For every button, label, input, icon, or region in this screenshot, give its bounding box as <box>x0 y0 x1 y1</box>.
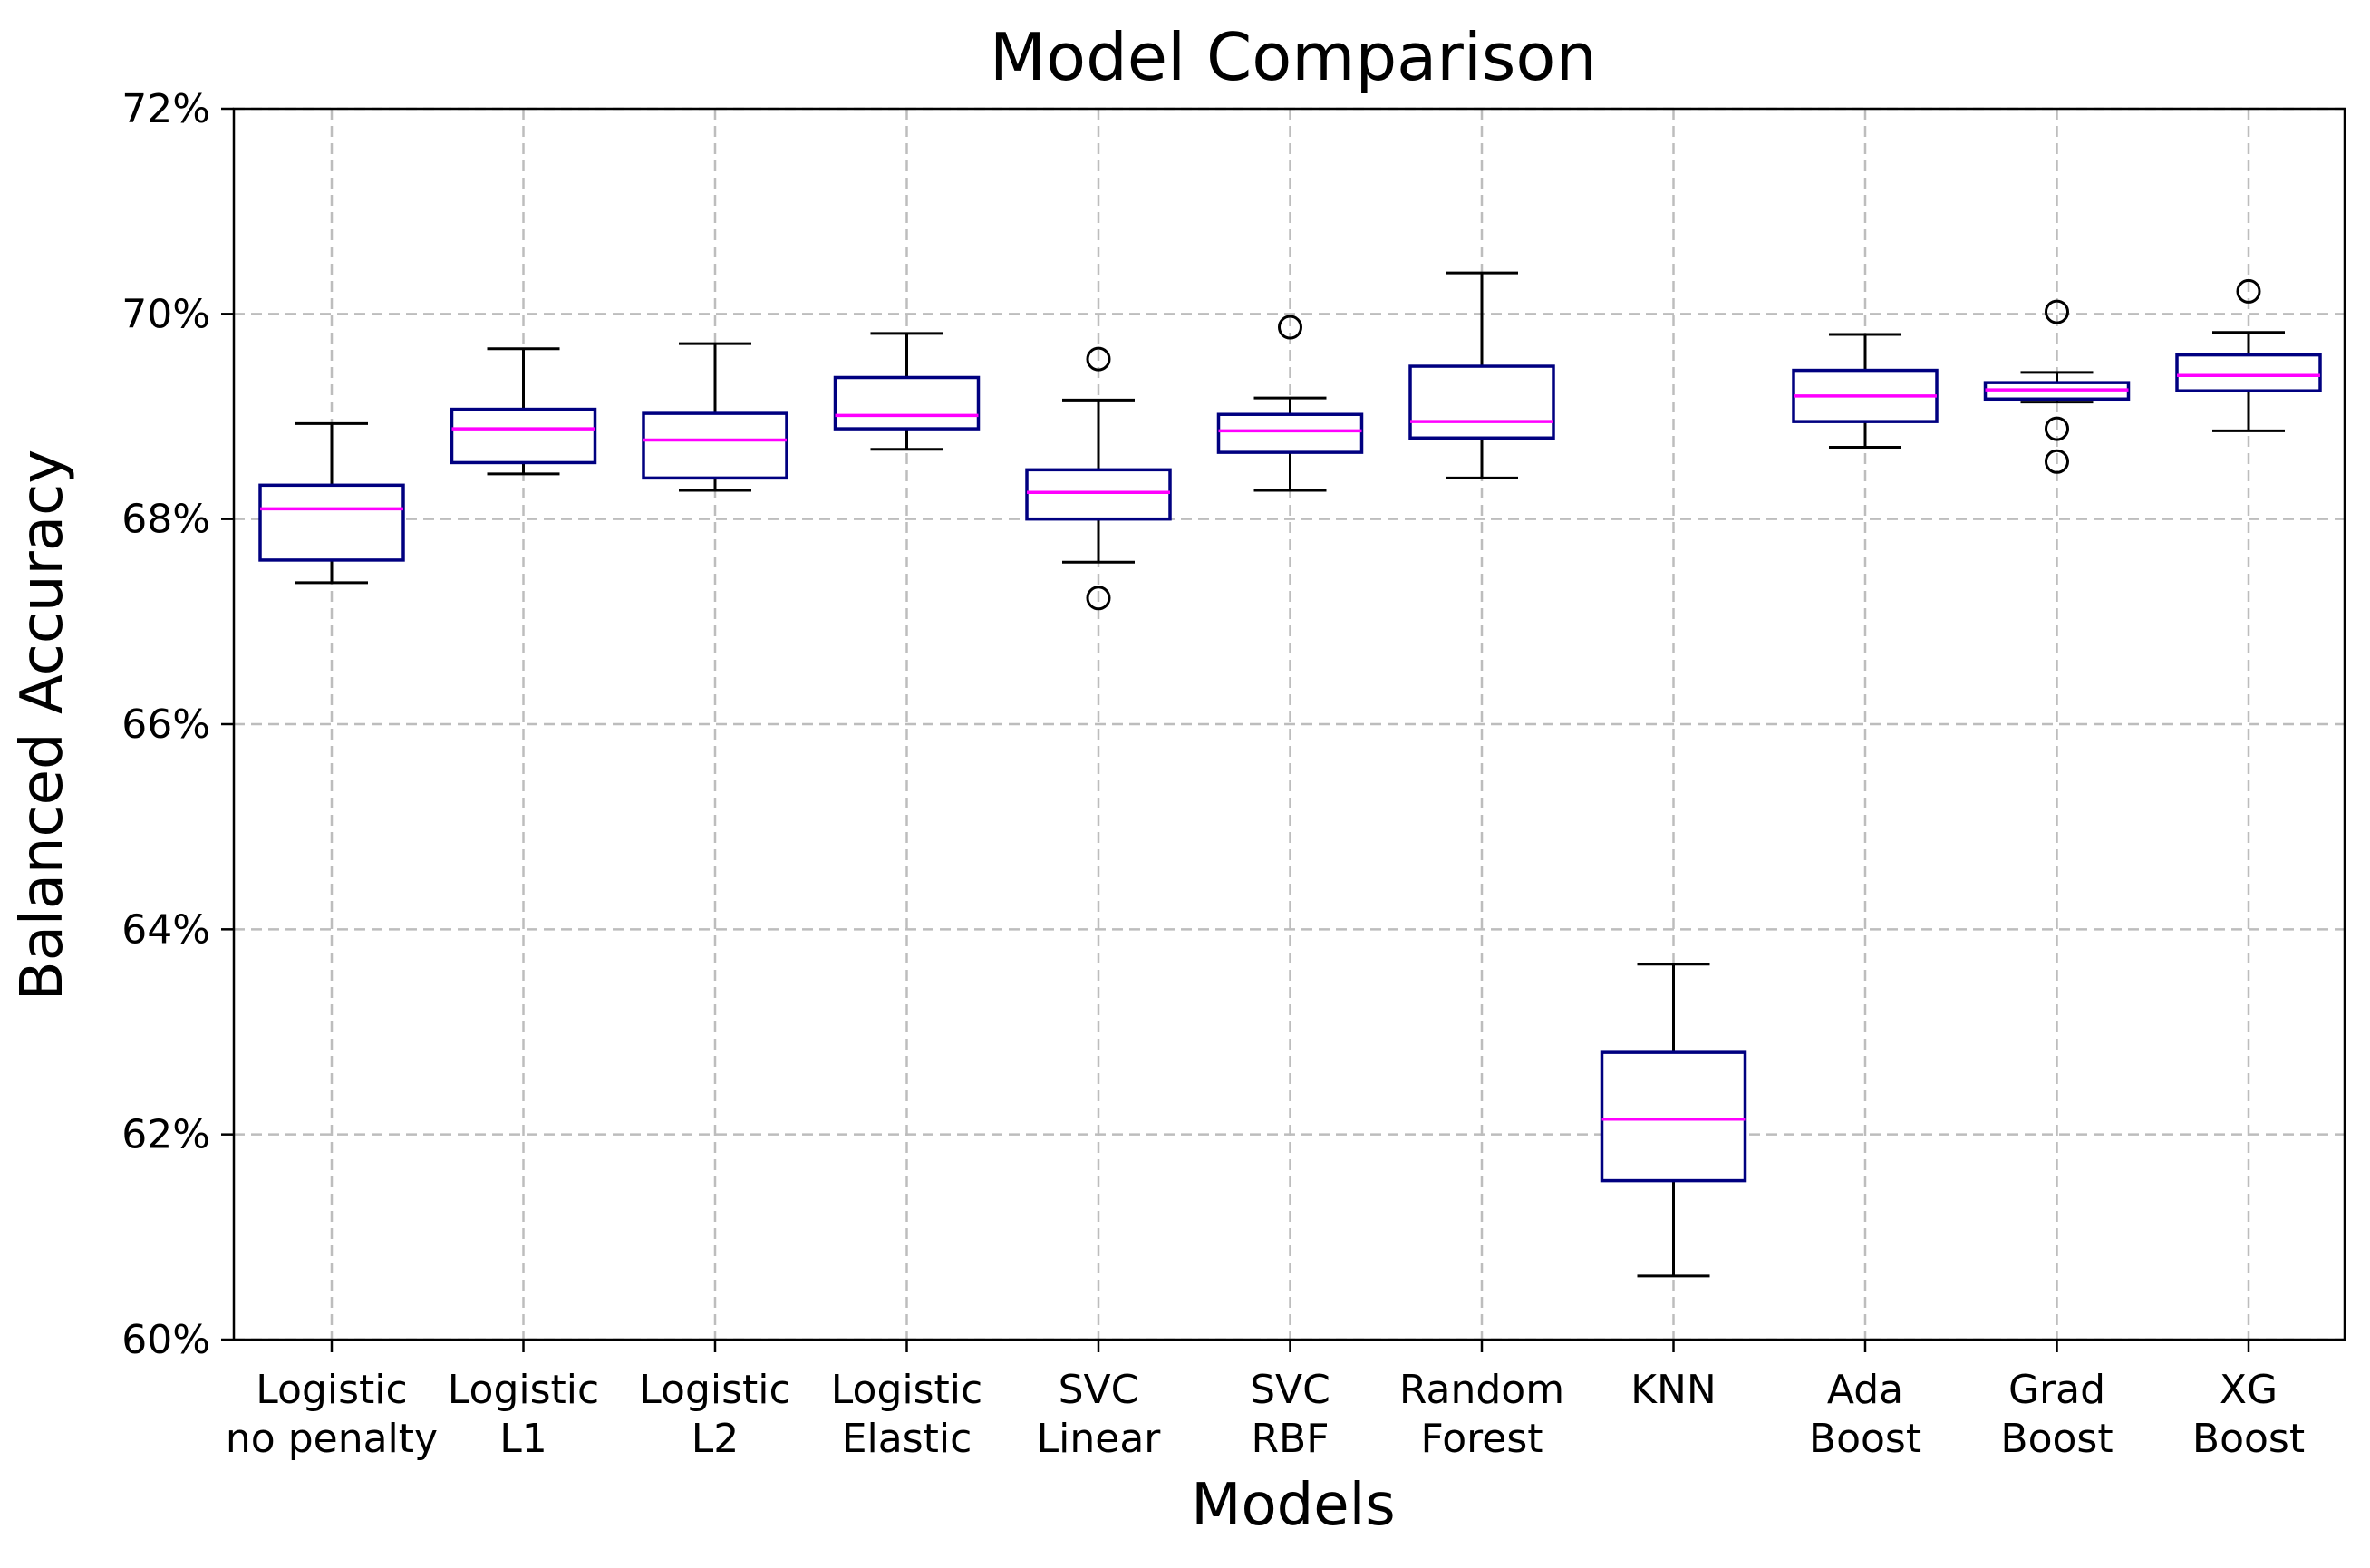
outlier-point <box>2045 416 2069 441</box>
box-group <box>1600 963 1747 1278</box>
box <box>1408 364 1555 440</box>
x-tick-label-line: L2 <box>692 1416 740 1462</box>
outlier-point <box>2045 299 2069 324</box>
box-group <box>1983 299 2131 474</box>
y-tick-label: 62% <box>121 1112 210 1158</box>
x-tick-label-line: Elastic <box>842 1416 972 1462</box>
y-tick-label: 60% <box>121 1317 210 1363</box>
box-group <box>450 347 597 476</box>
outlier-point <box>2236 278 2261 304</box>
x-tick-label-line: Grad <box>2008 1367 2105 1413</box>
x-tick-label: SVC RBF <box>1250 1367 1330 1462</box>
x-tick-label-line: no penalty <box>226 1416 438 1462</box>
x-tick-label: Random Forest <box>1399 1367 1564 1462</box>
box <box>833 375 981 431</box>
x-tick-label-line: KNN <box>1630 1367 1717 1413</box>
x-tick-label-line: Logistic <box>448 1367 599 1413</box>
x-axis-label: Models <box>1191 1472 1396 1539</box>
box <box>642 411 788 480</box>
x-tick-label-line: Boost <box>2000 1416 2113 1462</box>
x-tick-label-line: Logistic <box>831 1367 982 1413</box>
y-tick-label: 70% <box>121 291 210 337</box>
x-tick-label-line: Ada <box>1827 1367 1903 1413</box>
axis-ticks: 60%62%64%66%68%70%72%Logistic no penaltyL… <box>121 86 2305 1462</box>
x-tick-label-line: SVC <box>1059 1367 1139 1413</box>
box-group <box>258 421 405 585</box>
y-tick-label: 66% <box>121 702 210 748</box>
box-group <box>1792 333 1939 449</box>
x-tick-label-line: Forest <box>1420 1416 1543 1462</box>
box-group <box>1216 315 1364 492</box>
box <box>1216 412 1364 454</box>
y-axis-label: Balanced Accuracy <box>9 450 76 1001</box>
y-tick-label: 72% <box>121 86 210 132</box>
x-tick-label: Grad Boost <box>2000 1367 2113 1462</box>
x-tick-label-line: RBF <box>1251 1416 1329 1462</box>
x-tick-label-line: L1 <box>499 1416 547 1462</box>
x-tick-label: Logistic L1 <box>448 1367 599 1462</box>
y-tick-label: 64% <box>121 906 210 953</box>
box <box>2175 353 2322 392</box>
box <box>1600 1050 1747 1183</box>
outlier-point <box>1086 346 1111 372</box>
box-group <box>642 342 788 492</box>
box <box>450 407 597 465</box>
outlier-point <box>1086 586 1111 611</box>
y-tick-label: 68% <box>121 497 210 543</box>
boxes <box>258 271 2322 1278</box>
x-tick-label-line: XG <box>2220 1367 2278 1413</box>
x-tick-label: Logistic Elastic <box>831 1367 982 1462</box>
x-tick-label-line: Logistic <box>639 1367 790 1413</box>
x-tick-label: Ada Boost <box>1809 1367 1921 1462</box>
box-group <box>1408 271 1555 479</box>
x-tick-label: SVC Linear <box>1037 1367 1162 1462</box>
chart-title: Model Comparison <box>990 19 1597 95</box>
x-tick-label-line: Linear <box>1037 1416 1162 1462</box>
x-tick-label-line: SVC <box>1250 1367 1330 1413</box>
x-tick-label-line: Logistic <box>256 1367 407 1413</box>
box-group <box>2175 278 2322 432</box>
x-tick-label-line: Boost <box>1809 1416 1921 1462</box>
outlier-point <box>2045 449 2069 474</box>
x-tick-label: Logistic L2 <box>639 1367 790 1462</box>
box <box>1025 468 1172 521</box>
x-tick-label: KNN <box>1630 1367 1717 1413</box>
x-tick-label: Logistic no penalty <box>226 1367 438 1462</box>
x-tick-label-line: Boost <box>2192 1416 2305 1462</box>
box <box>258 483 405 562</box>
x-tick-label: XG Boost <box>2192 1367 2305 1462</box>
outlier-point <box>1278 315 1302 340</box>
box-group <box>833 332 981 451</box>
grid-lines <box>234 107 2345 1341</box>
x-tick-label-line: Random <box>1399 1367 1564 1413</box>
box-group <box>1025 346 1172 611</box>
